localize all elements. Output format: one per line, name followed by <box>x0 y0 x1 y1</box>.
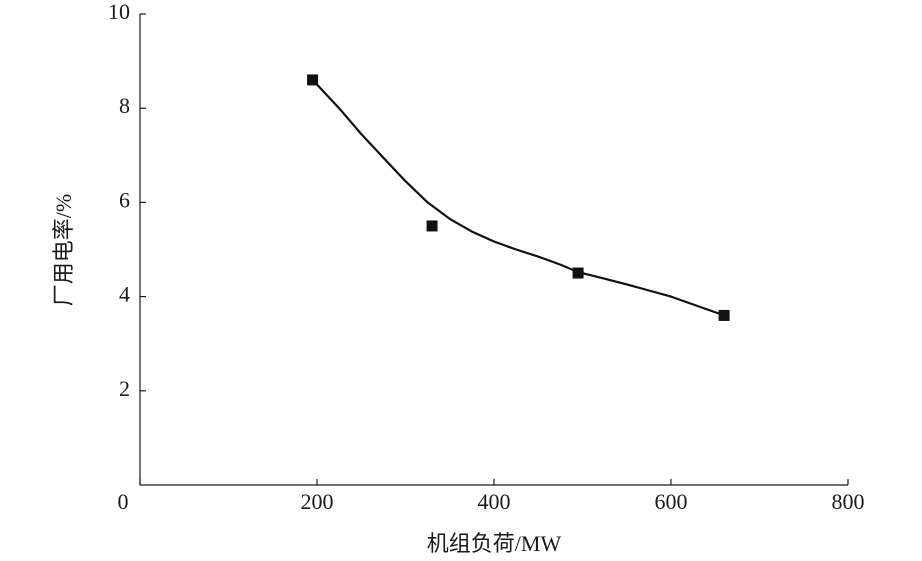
x-tick-label: 400 <box>478 489 511 514</box>
x-tick-label: 600 <box>655 489 688 514</box>
point <box>426 220 438 232</box>
y-tick-label: 10 <box>108 0 130 24</box>
y-tick-label: 6 <box>119 187 130 212</box>
fit-curve <box>311 79 725 317</box>
point <box>572 267 584 279</box>
point <box>307 74 319 86</box>
x-axis-label: 机组负荷/MW <box>427 531 562 556</box>
x-tick-label: 200 <box>301 489 334 514</box>
point <box>718 309 730 321</box>
y-tick-label: 8 <box>119 93 130 118</box>
y-tick-label: 2 <box>119 376 130 401</box>
x-tick-label: 800 <box>832 489 865 514</box>
y-tick-label: 4 <box>119 282 130 307</box>
x-tick-label: 0 <box>118 489 129 514</box>
y-axis-label: 厂用电率/% <box>51 194 76 306</box>
